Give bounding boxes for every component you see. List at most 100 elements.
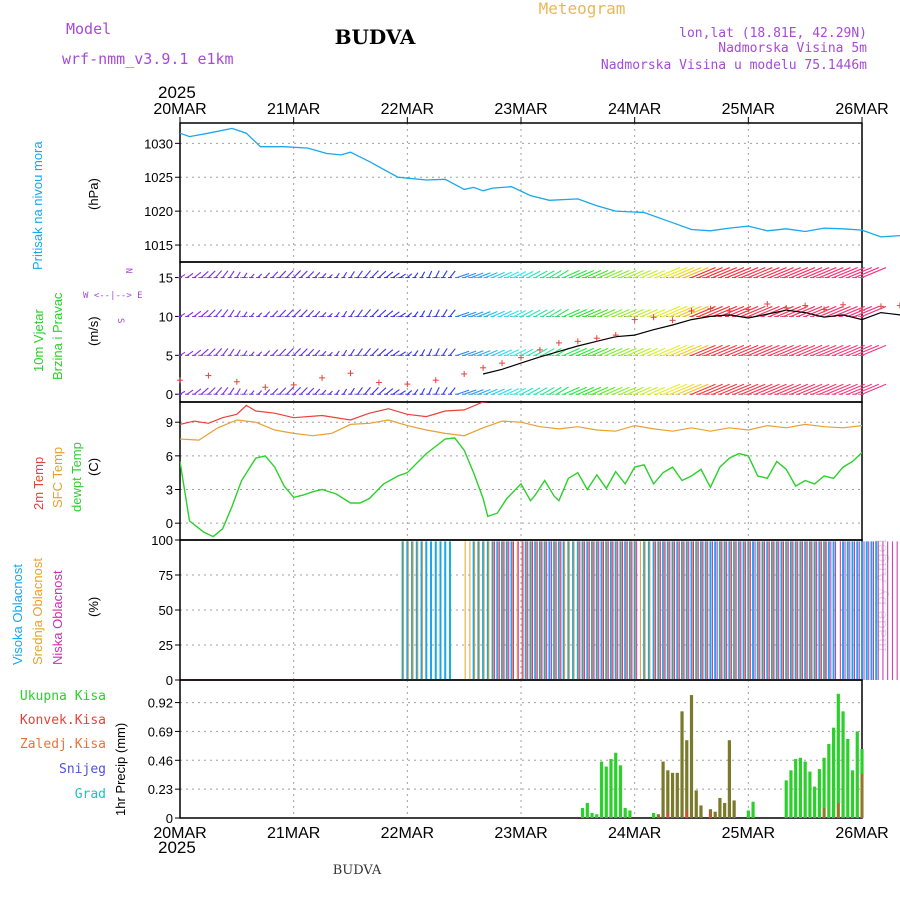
wind-barb xyxy=(279,348,287,356)
wind-barb xyxy=(506,271,520,279)
wind-barb xyxy=(563,308,580,317)
wind-barb xyxy=(478,350,491,356)
wind-barb xyxy=(861,305,887,317)
wind-barb xyxy=(733,383,759,395)
wind-barb xyxy=(271,349,279,356)
wind-barb xyxy=(570,347,587,356)
wind-barb xyxy=(421,310,426,317)
precip-bar xyxy=(827,743,831,818)
wind-barb xyxy=(449,387,456,395)
wind-barb xyxy=(677,344,702,356)
wind-barb xyxy=(534,270,548,279)
wind-barb xyxy=(229,309,235,317)
precip-bar xyxy=(723,802,727,818)
wind-barb xyxy=(669,383,695,395)
wind-barb xyxy=(449,270,456,278)
wind-barb xyxy=(357,387,363,395)
wind-barb xyxy=(662,267,688,279)
precip-bar xyxy=(836,693,840,818)
wind-barb xyxy=(250,390,255,395)
precip-bar xyxy=(670,772,675,818)
wind-barb xyxy=(314,349,321,356)
temp-lines xyxy=(180,402,862,538)
wind-barb xyxy=(286,309,294,317)
y-tick-label: 6 xyxy=(166,449,173,464)
wind-barb xyxy=(812,267,837,279)
y-tick-label: 1020 xyxy=(144,204,173,219)
wind-barb xyxy=(371,348,379,356)
precip-bar xyxy=(675,772,679,818)
precip-bar xyxy=(599,761,604,818)
y-tick-label: 0 xyxy=(166,516,173,531)
pressure-panel: 1015 1020 1025 1030 xyxy=(144,122,900,263)
wind-barb xyxy=(584,386,602,395)
wind-barb xyxy=(279,387,287,395)
wind-barb xyxy=(620,386,637,395)
wind-barb xyxy=(250,351,255,356)
wind-barb xyxy=(520,270,534,279)
wind-barb xyxy=(321,350,327,356)
wind-barb xyxy=(769,344,794,356)
wind-barb xyxy=(378,387,387,395)
wind-barb xyxy=(485,349,498,356)
wind-barb xyxy=(563,347,580,356)
wind-barb xyxy=(783,267,809,279)
wind-barb xyxy=(804,305,830,317)
dewpt-temp-line xyxy=(180,437,862,538)
wind-barb xyxy=(542,348,555,356)
wind-barb xyxy=(677,267,702,279)
wind-barb xyxy=(542,309,555,317)
y-tick-label: 10 xyxy=(159,309,173,324)
wind-barb xyxy=(478,311,491,317)
panel-frame xyxy=(179,261,863,403)
precip-bar xyxy=(685,740,689,818)
wind-barb xyxy=(471,350,484,356)
wind-barb xyxy=(755,383,780,395)
wind-barb xyxy=(293,386,302,395)
cloud-label-3: Niska Oblacnost xyxy=(50,570,65,665)
wind-barb xyxy=(840,344,865,356)
wind-barb xyxy=(186,272,194,279)
wind-barb xyxy=(534,309,548,317)
wind-barb xyxy=(613,347,630,356)
wind-unit: (m/s) xyxy=(86,316,101,346)
pressure-unit: (hPa) xyxy=(86,178,101,210)
wind-barb xyxy=(357,348,363,356)
wind-barb xyxy=(485,310,498,317)
precip-bar xyxy=(846,738,850,818)
wind-barb xyxy=(257,351,263,356)
wind-barb xyxy=(748,383,773,395)
wind-barb xyxy=(861,267,887,279)
wind-barb xyxy=(833,267,858,279)
wind-barb xyxy=(492,310,505,317)
wind-barb xyxy=(655,305,681,317)
wind-barb xyxy=(371,270,379,278)
wind-barb xyxy=(684,344,709,356)
precip-legend-konvek: Konvek.Kisa xyxy=(20,713,106,728)
wind-barb xyxy=(705,267,730,279)
precip-convective-bar xyxy=(666,811,670,818)
temp-label-1: 2m Temp xyxy=(31,457,46,510)
wind-barb xyxy=(534,348,548,356)
wind-barb xyxy=(748,305,773,317)
wind-barb xyxy=(542,386,555,395)
wind-barb xyxy=(669,305,695,317)
precip-bar xyxy=(694,790,698,818)
wind-barb xyxy=(634,308,651,317)
y-tick-label: 0.23 xyxy=(148,782,173,797)
wind-barb xyxy=(499,310,512,317)
precip-bar xyxy=(746,810,750,818)
wind-barb xyxy=(300,270,308,278)
wind-barb xyxy=(215,386,223,395)
wind-barb xyxy=(499,349,512,356)
wind-barb xyxy=(712,267,738,279)
wind-barb xyxy=(719,383,745,395)
wind-barb xyxy=(726,383,752,395)
wind-barb xyxy=(385,310,394,317)
wind-barb xyxy=(577,386,595,395)
bottom-date-label: 24MAR xyxy=(608,825,661,842)
y-tick-label: 1025 xyxy=(144,170,173,185)
precip-bar xyxy=(680,711,684,818)
wind-barb xyxy=(804,344,830,356)
wind-barb xyxy=(456,350,470,356)
